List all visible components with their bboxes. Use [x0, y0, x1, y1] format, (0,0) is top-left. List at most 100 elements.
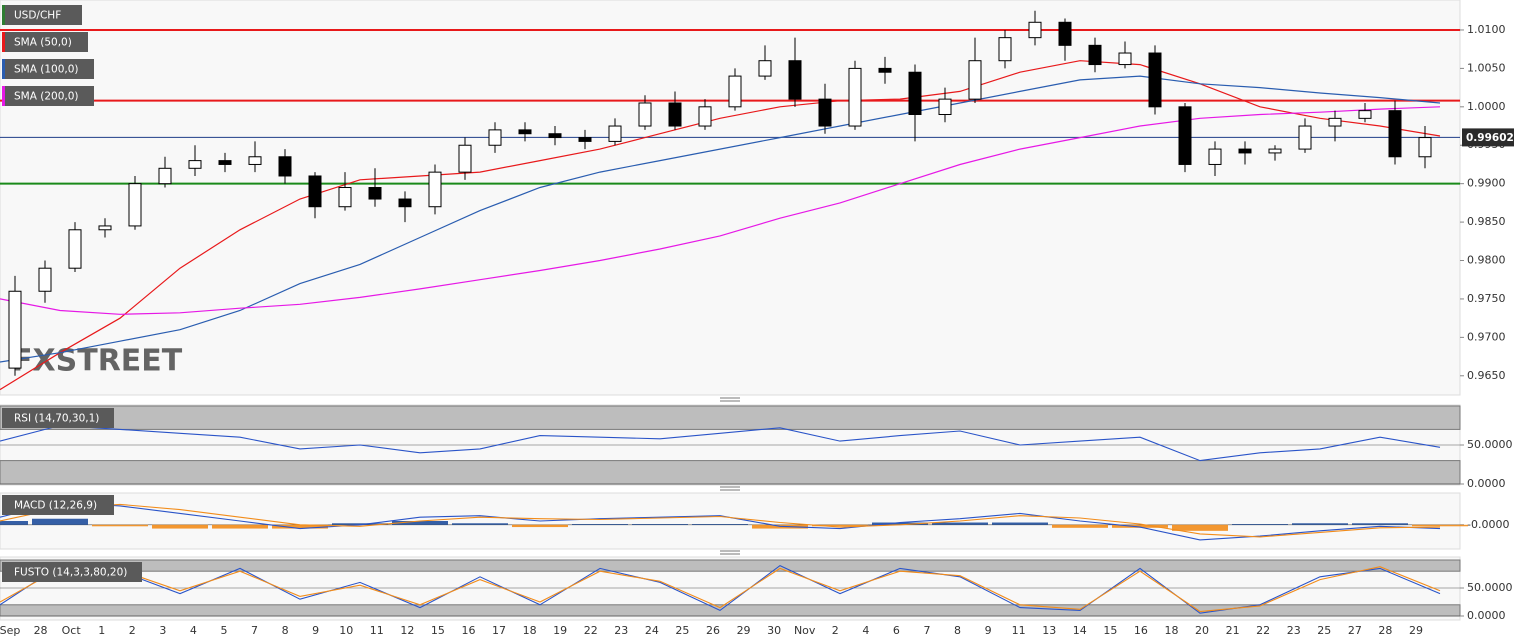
- candle-body: [398, 198, 412, 208]
- x-tick-label: 15: [431, 624, 445, 637]
- candle-body: [1058, 21, 1072, 46]
- x-tick-label: 10: [339, 624, 353, 637]
- legend-swatch: [2, 32, 5, 52]
- candle-body: [368, 187, 382, 200]
- candle-body: [938, 98, 952, 116]
- x-tick-label: 20: [1195, 624, 1209, 637]
- candle-body: [728, 75, 742, 108]
- last-price-box: [1462, 128, 1514, 147]
- candle-body: [548, 133, 562, 139]
- histogram-bar: [1352, 523, 1408, 525]
- candle-body: [308, 175, 322, 208]
- x-tick-label: 30: [767, 624, 781, 637]
- panel-label-box: [2, 408, 114, 428]
- legend-swatch: [2, 5, 5, 25]
- candle-body: [878, 67, 892, 73]
- x-tick-label: 22: [1256, 624, 1270, 637]
- panel-label: SMA (100,0): [14, 64, 79, 76]
- y-tick-label: 50.0000: [1467, 581, 1513, 594]
- x-tick-label: 11: [370, 624, 384, 637]
- x-tick-label: 18: [523, 624, 537, 637]
- candle-body: [1418, 137, 1432, 158]
- histogram-bar: [392, 521, 448, 525]
- candle-body: [1118, 52, 1132, 66]
- background-layer: 1.01001.00501.00000.99500.99000.98500.98…: [0, 23, 1513, 622]
- x-tick-label: 21: [1226, 624, 1240, 637]
- x-tick-label: 9: [985, 624, 992, 637]
- y-tick-label: 0.9700: [1467, 330, 1506, 343]
- candle-body: [38, 267, 52, 292]
- histogram-bar: [932, 522, 988, 525]
- histogram-bar: [272, 524, 328, 529]
- histogram-bar: [1232, 524, 1288, 525]
- candle-body: [668, 102, 682, 127]
- candle-body: [158, 167, 172, 185]
- x-tick-label: 22: [584, 624, 598, 637]
- x-tick-label: 11: [1012, 624, 1026, 637]
- y-tick-label: 0.9750: [1467, 292, 1506, 305]
- x-tick-label: 25: [675, 624, 689, 637]
- candle-body: [968, 60, 982, 100]
- candle-body: [458, 144, 472, 173]
- histogram-bar: [692, 524, 748, 525]
- histogram-bar: [152, 524, 208, 529]
- candle-body: [578, 137, 592, 142]
- histogram-bar: [1052, 524, 1108, 528]
- y-tick-label: 0.9850: [1467, 215, 1506, 228]
- x-tick-label: 27: [1348, 624, 1362, 637]
- indicator-line: [0, 564, 1441, 614]
- y-tick-label: 0.9900: [1467, 177, 1506, 190]
- candle-body: [1238, 148, 1252, 154]
- candle-body: [1088, 44, 1102, 66]
- candle-body: [428, 171, 442, 208]
- y-tick-label: 1.0100: [1467, 23, 1506, 36]
- histogram-bar: [992, 522, 1048, 525]
- candle-body: [1178, 106, 1192, 165]
- x-tick-label: 8: [282, 624, 289, 637]
- candle-body: [188, 160, 202, 169]
- x-tick-label: 15: [1103, 624, 1117, 637]
- x-tick-label: 2: [832, 624, 839, 637]
- x-tick-label: 29: [1409, 624, 1423, 637]
- x-tick-label: 13: [1042, 624, 1056, 637]
- indicator-line: [0, 566, 1441, 613]
- panel-label: MACD (12,26,9): [14, 500, 97, 512]
- x-tick-label: 25: [1317, 624, 1331, 637]
- panel-label: SMA (200,0): [14, 91, 79, 103]
- candle-body: [1208, 148, 1222, 165]
- x-tick-label: 19: [553, 624, 567, 637]
- panel-label-box: [2, 32, 88, 52]
- histogram-bar: [632, 524, 688, 525]
- histogram-bar: [572, 524, 628, 525]
- candle-body: [818, 98, 832, 127]
- x-tick-label: 23: [614, 624, 628, 637]
- histogram-bar: [32, 518, 88, 525]
- histogram-bar: [1292, 523, 1348, 525]
- panel-label-box: [2, 86, 94, 106]
- last-price-label: 0.99602: [1466, 132, 1514, 144]
- histogram-bar: [512, 524, 568, 528]
- panel-label-box: [2, 59, 94, 79]
- panel-label: RSI (14,70,30,1): [14, 413, 99, 425]
- x-tick-label: 17: [492, 624, 506, 637]
- histogram-bar: [452, 523, 508, 525]
- x-tick-label: 29: [737, 624, 751, 637]
- x-tick-label: 7: [923, 624, 930, 637]
- x-tick-label: 4: [190, 624, 197, 637]
- candle-body: [68, 229, 82, 269]
- indicator-line: [0, 501, 1441, 541]
- x-tick-label: 28: [1378, 624, 1392, 637]
- candle-body: [128, 183, 142, 227]
- candle-body: [1358, 110, 1372, 119]
- panel-label: SMA (50,0): [14, 37, 72, 49]
- candle-body: [1148, 52, 1162, 108]
- y-tick-label: 0.9650: [1467, 369, 1506, 382]
- candle-body: [998, 37, 1012, 62]
- histogram-bar: [1412, 524, 1468, 527]
- marks-layer: [0, 10, 1468, 614]
- panel-label-box: [2, 495, 114, 515]
- panel-label-box: [2, 562, 142, 582]
- candle-body: [518, 129, 532, 135]
- histogram-bar: [1112, 524, 1168, 528]
- y-tick-label: -0.0000: [1467, 518, 1509, 531]
